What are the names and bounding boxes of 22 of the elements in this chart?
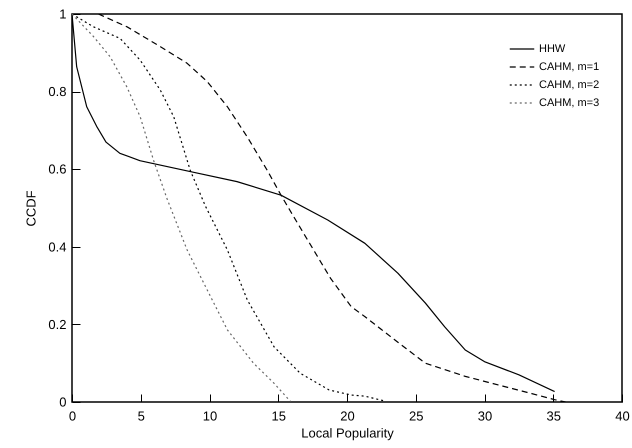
y-tick-label: 0.2 [48, 316, 66, 332]
legend-label: HHW [539, 43, 566, 55]
line-series [72, 14, 292, 402]
x-axis-title: Local Popularity [301, 426, 394, 440]
x-tick-label: 40 [615, 408, 630, 424]
legend-label: CAHM, m=2 [539, 79, 600, 91]
legend-label: CAHM, m=1 [539, 61, 600, 73]
y-tick-label: 0.4 [48, 239, 66, 254]
x-tick-label: 0 [68, 408, 76, 424]
x-tick-label: 5 [138, 408, 145, 424]
x-tick-label: 35 [546, 408, 561, 424]
x-tick-label: 30 [478, 408, 492, 424]
x-tick-label: 15 [272, 408, 286, 424]
x-tick-label: 20 [340, 408, 355, 424]
x-tick-label: 25 [409, 408, 424, 424]
legend-label: CAHM, m=3 [539, 97, 600, 109]
y-axis-title: CCDF [23, 190, 38, 227]
y-tick-label: 0.8 [48, 84, 66, 100]
y-tick-label: 1 [59, 6, 66, 22]
y-tick-label: 0 [59, 394, 66, 410]
y-tick-label: 0.6 [48, 162, 66, 177]
x-tick-label: 10 [202, 408, 218, 424]
